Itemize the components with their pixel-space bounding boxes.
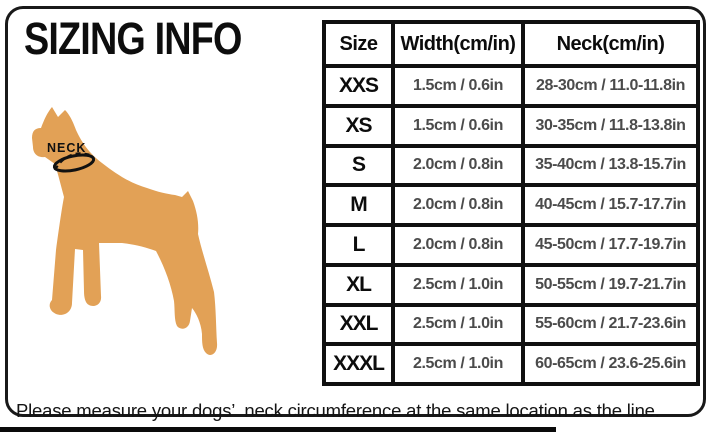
footer-note: Please measure your dogs’ neck circumfer…	[16, 400, 660, 421]
size-value: L	[322, 223, 395, 267]
dog-illustration: NECK	[25, 100, 230, 362]
neck-value: 35-40cm / 13.8-15.7in	[521, 143, 700, 188]
neck-value: 55-60cm / 21.7-23.6in	[521, 302, 700, 347]
size-value: S	[322, 143, 395, 188]
size-value: M	[322, 183, 395, 227]
width-value: 2.5cm / 1.0in	[391, 262, 525, 307]
neck-collar-line	[52, 153, 96, 173]
width-value: 1.5cm / 0.6in	[391, 103, 525, 148]
size-value: XL	[322, 262, 395, 307]
col-header-neck: Neck(cm/in)	[521, 20, 700, 68]
neck-value: 60-65cm / 23.6-25.6in	[521, 342, 700, 386]
neck-value: 50-55cm / 19.7-21.7in	[521, 262, 700, 307]
width-value: 2.0cm / 0.8in	[391, 223, 525, 267]
table-row: M 2.0cm / 0.8in 40-45cm / 15.7-17.7in	[322, 183, 700, 227]
page-title: SIZING INFO	[24, 13, 242, 64]
table-row: S 2.0cm / 0.8in 35-40cm / 13.8-15.7in	[322, 143, 700, 188]
neck-value: 45-50cm / 17.7-19.7in	[521, 223, 700, 267]
table-row: XXL 2.5cm / 1.0in 55-60cm / 21.7-23.6in	[322, 302, 700, 347]
table-row: XL 2.5cm / 1.0in 50-55cm / 19.7-21.7in	[322, 262, 700, 307]
table-row: L 2.0cm / 0.8in 45-50cm / 17.7-19.7in	[322, 223, 700, 267]
size-value: XXS	[322, 64, 395, 108]
width-value: 1.5cm / 0.6in	[391, 64, 525, 108]
col-header-size: Size	[322, 20, 395, 68]
neck-value: 28-30cm / 11.0-11.8in	[521, 64, 700, 108]
width-value: 2.5cm / 1.0in	[391, 342, 525, 386]
width-value: 2.5cm / 1.0in	[391, 302, 525, 347]
size-value: XXL	[322, 302, 395, 347]
neck-value: 30-35cm / 11.8-13.8in	[521, 103, 700, 148]
col-header-width: Width(cm/in)	[391, 20, 525, 68]
width-value: 2.0cm / 0.8in	[391, 143, 525, 188]
table-row: XS 1.5cm / 0.6in 30-35cm / 11.8-13.8in	[322, 103, 700, 148]
table-row: XXS 1.5cm / 0.6in 28-30cm / 11.0-11.8in	[322, 64, 700, 108]
table-row: XXXL 2.5cm / 1.0in 60-65cm / 23.6-25.6in	[322, 342, 700, 386]
dog-svg: NECK	[32, 107, 218, 355]
bottom-edge-strip	[0, 427, 556, 432]
neck-value: 40-45cm / 15.7-17.7in	[521, 183, 700, 227]
sizing-table: Size Width(cm/in) Neck(cm/in) XXS 1.5cm …	[322, 20, 700, 386]
width-value: 2.0cm / 0.8in	[391, 183, 525, 227]
table-header-row: Size Width(cm/in) Neck(cm/in)	[322, 20, 700, 68]
size-value: XXXL	[322, 342, 395, 386]
size-value: XS	[322, 103, 395, 148]
neck-label: NECK	[47, 141, 86, 155]
